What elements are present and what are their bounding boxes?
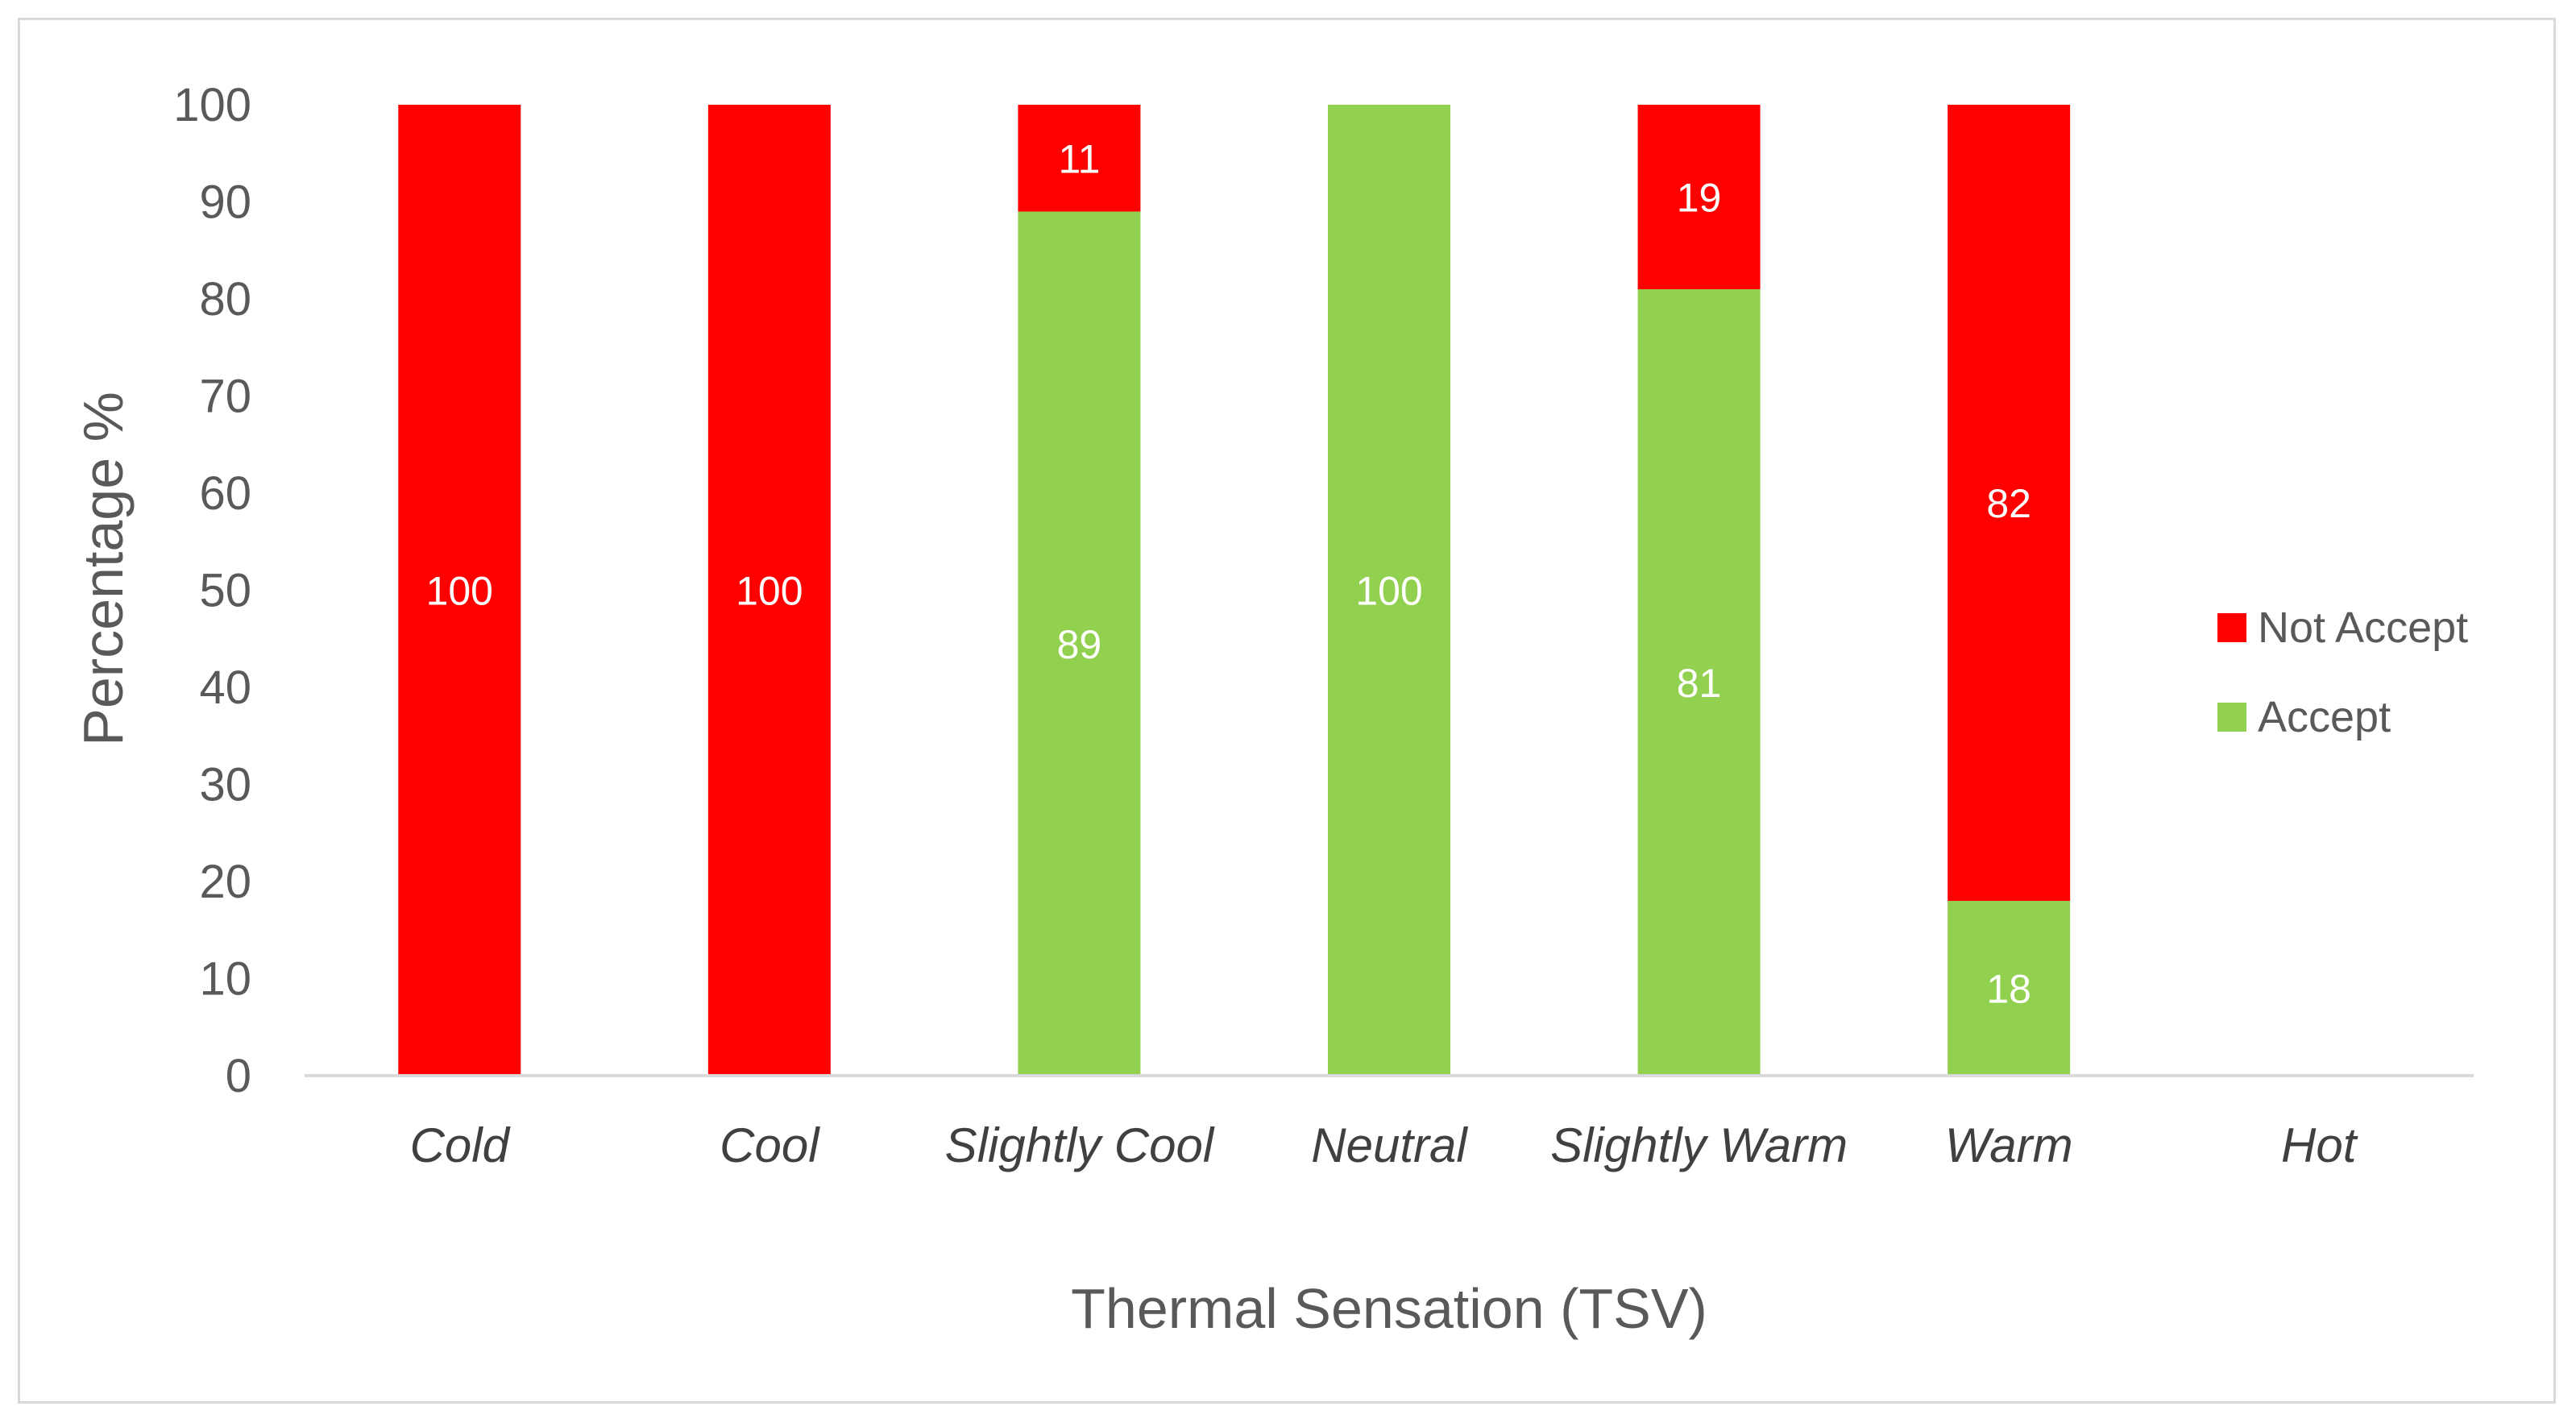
- x-tick-label-warm: Warm: [1945, 1118, 2073, 1172]
- x-tick-label-cool: Cool: [720, 1118, 820, 1172]
- y-tick-label-60: 60: [199, 467, 251, 520]
- x-tick-label-slightly-cool: Slightly Cool: [945, 1118, 1215, 1172]
- bar-not-accept-slightly-cool: [1018, 105, 1141, 212]
- x-axis-title: Thermal Sensation (TSV): [1071, 1277, 1707, 1340]
- data-label-accept-slightly-warm: 81: [1677, 661, 1722, 706]
- x-tick-label-cold: Cold: [410, 1118, 511, 1172]
- y-tick-label-10: 10: [199, 953, 251, 1006]
- y-tick-label-40: 40: [199, 662, 251, 714]
- y-axis-ticks: 0 10 20 30 40 50 60 70 80 90 100: [173, 79, 251, 1102]
- x-tick-label-slightly-warm: Slightly Warm: [1550, 1118, 1848, 1172]
- bar-not-accept-slightly-warm: [1637, 105, 1761, 289]
- bar-not-accept-warm: [1948, 105, 2071, 902]
- bar-accept-slightly-cool: [1018, 211, 1141, 1076]
- y-tick-label-30: 30: [199, 759, 251, 811]
- x-tick-label-neutral: Neutral: [1311, 1118, 1468, 1172]
- data-label-accept-neutral: 100: [1355, 569, 1422, 614]
- legend-label-accept: Accept: [2258, 693, 2391, 741]
- bar-not-accept-cool: [707, 105, 831, 1076]
- y-tick-label-90: 90: [199, 176, 251, 229]
- y-axis-title: Percentage %: [72, 392, 135, 746]
- y-tick-label-0: 0: [226, 1050, 251, 1102]
- data-labels-group: 100 100 89 11 100 81 19 18 82: [426, 136, 2031, 1011]
- y-tick-label-80: 80: [199, 273, 251, 326]
- legend: Not Accept Accept: [2217, 604, 2468, 741]
- y-tick-label-100: 100: [173, 79, 251, 131]
- legend-swatch-not-accept: [2217, 613, 2246, 642]
- data-label-not-accept-slightly-warm: 19: [1677, 175, 1722, 220]
- bars-group: [398, 105, 2071, 1076]
- y-tick-label-50: 50: [199, 565, 251, 617]
- bar-accept-slightly-warm: [1637, 288, 1761, 1076]
- x-axis-categories: Cold Cool Slightly Cool Neutral Slightly War…: [410, 1118, 2358, 1172]
- bar-accept-warm: [1948, 901, 2071, 1076]
- bar-not-accept-cold: [398, 105, 521, 1076]
- x-tick-label-hot: Hot: [2281, 1118, 2358, 1172]
- data-label-not-accept-slightly-cool: 11: [1058, 136, 1100, 181]
- y-tick-label-20: 20: [199, 856, 251, 908]
- legend-swatch-accept: [2217, 703, 2246, 732]
- data-label-accept-slightly-cool: 89: [1057, 622, 1102, 667]
- data-label-not-accept-cold: 100: [426, 569, 493, 614]
- data-label-not-accept-cool: 100: [736, 569, 803, 614]
- data-label-not-accept-warm: 82: [1986, 481, 2031, 526]
- legend-label-not-accept: Not Accept: [2258, 604, 2468, 652]
- data-label-accept-warm: 18: [1986, 967, 2031, 1012]
- bar-accept-neutral: [1328, 105, 1450, 1076]
- y-tick-label-70: 70: [199, 371, 251, 423]
